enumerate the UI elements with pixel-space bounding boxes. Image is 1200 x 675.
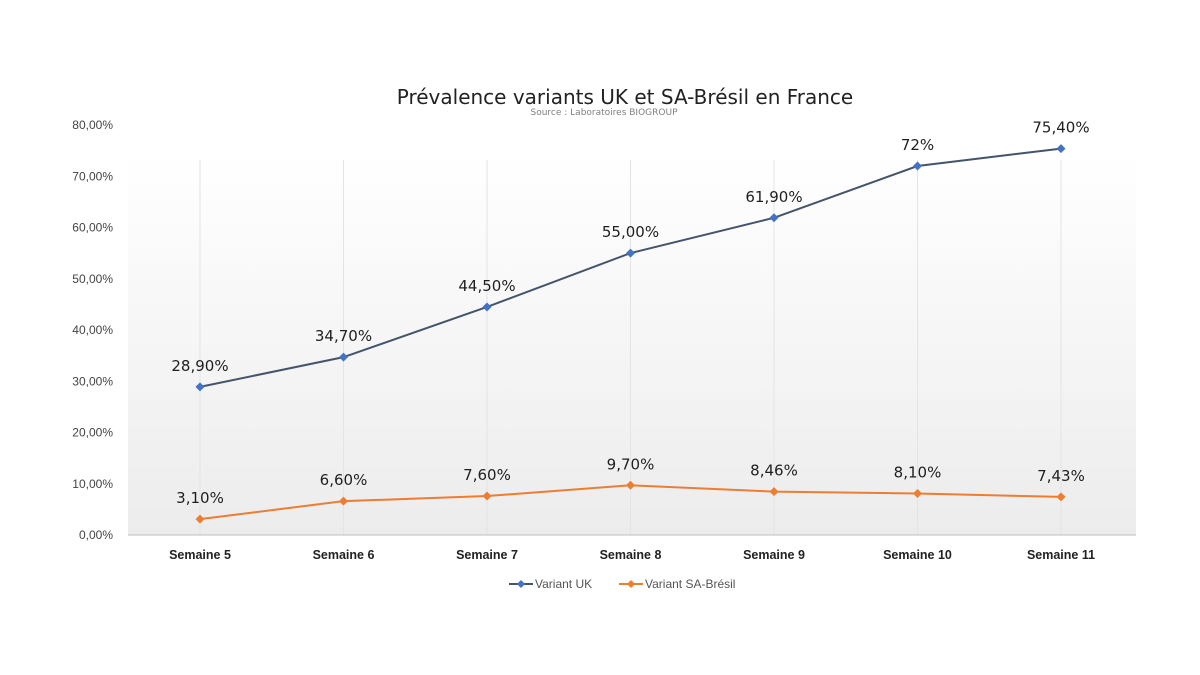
data-label: 61,90%: [745, 188, 802, 206]
data-label: 8,10%: [894, 463, 942, 481]
data-label: 28,90%: [171, 357, 228, 375]
data-point-marker: [1056, 492, 1066, 502]
legend-label: Variant UK: [535, 577, 592, 591]
y-tick-label: 40,00%: [72, 323, 113, 337]
data-label: 75,40%: [1032, 119, 1089, 137]
data-point-marker: [769, 487, 779, 497]
data-point-marker: [913, 161, 922, 171]
data-label: 7,43%: [1037, 467, 1085, 485]
x-axis: Semaine 5 Semaine 6 Semaine 7 Semaine 8 Sema…: [128, 534, 1136, 562]
data-point-marker: [626, 480, 635, 490]
plot-background: [128, 152, 1136, 535]
legend-label: Variant SA-Brésil: [645, 577, 735, 591]
x-tick-label: Semaine 8: [600, 548, 662, 562]
x-tick-label: Semaine 9: [743, 548, 805, 562]
data-point-marker: [339, 352, 348, 362]
legend-swatch-marker: [517, 580, 525, 588]
y-tick-label: 50,00%: [72, 272, 113, 286]
y-tick-label: 10,00%: [72, 477, 113, 491]
legend: Variant UK Variant SA-Brésil: [509, 577, 735, 591]
x-tick-label: Semaine 11: [1027, 548, 1095, 562]
data-label: 9,70%: [607, 455, 655, 473]
data-point-marker: [482, 491, 492, 501]
series-variant-sa-bresil: 3,10% 6,60% 7,60% 9,70% 8,46% 8,10% 7,43%: [176, 455, 1085, 524]
y-tick-label: 20,00%: [72, 426, 113, 440]
data-label: 7,60%: [463, 466, 511, 484]
data-label: 6,60%: [320, 471, 368, 489]
data-label: 44,50%: [458, 277, 515, 295]
data-point-marker: [913, 488, 922, 498]
legend-item: Variant SA-Brésil: [619, 577, 735, 591]
y-tick-label: 80,00%: [72, 118, 113, 132]
y-tick-label: 0,00%: [79, 528, 113, 542]
data-point-marker: [195, 382, 205, 392]
y-tick-label: 70,00%: [72, 169, 113, 183]
series-variant-uk: 28,90% 34,70% 44,50% 55,00% 61,90% 72% 75,40%: [171, 119, 1090, 392]
x-tick-label: Semaine 7: [456, 548, 518, 562]
data-point-marker: [195, 514, 205, 524]
y-tick-label: 30,00%: [72, 374, 113, 388]
data-label: 3,10%: [176, 489, 224, 507]
x-tick-label: Semaine 6: [313, 548, 375, 562]
y-tick-label: 60,00%: [72, 221, 113, 235]
legend-swatch-marker: [627, 580, 635, 588]
data-point-marker: [1056, 144, 1066, 154]
x-tick-label: Semaine 5: [169, 548, 231, 562]
data-label: 34,70%: [315, 327, 372, 345]
chart-subtitle: Source : Laboratoires BIOGROUP: [531, 108, 679, 118]
data-point-marker: [769, 213, 779, 223]
x-tick-label: Semaine 10: [883, 548, 952, 562]
data-point-marker: [339, 496, 348, 506]
data-label: 8,46%: [750, 462, 798, 480]
chart-title: Prévalence variants UK et SA-Brésil en F…: [397, 85, 853, 109]
data-label: 72%: [901, 136, 934, 154]
data-point-marker: [482, 302, 492, 312]
data-point-marker: [626, 248, 635, 258]
gridlines: [199, 160, 1062, 535]
y-axis: 0,00% 10,00% 20,00% 30,00% 40,00% 50,00% 60,00…: [72, 118, 113, 542]
data-label: 55,00%: [602, 223, 659, 241]
series-layer: 28,90% 34,70% 44,50% 55,00% 61,90% 72% 75,40% 3…: [171, 119, 1090, 524]
legend-item: Variant UK: [509, 577, 592, 591]
